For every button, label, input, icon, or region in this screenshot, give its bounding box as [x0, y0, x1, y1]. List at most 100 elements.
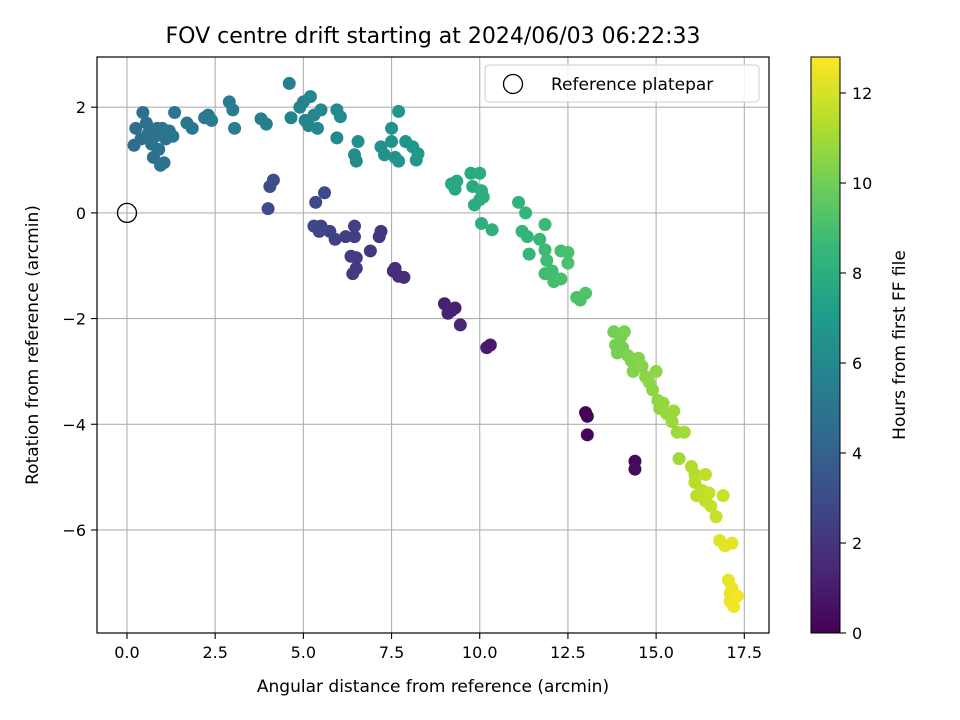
data-point [485, 223, 499, 237]
data-point [677, 425, 691, 439]
data-point [579, 286, 593, 300]
y-tick-label: 0 [76, 204, 86, 223]
data-point [284, 111, 298, 125]
y-tick-label: −4 [62, 415, 86, 434]
y-tick-label: −2 [62, 310, 86, 329]
data-point [561, 246, 575, 260]
data-point [348, 219, 362, 233]
data-point [397, 270, 411, 284]
data-point [476, 190, 490, 204]
x-tick-label: 10.0 [462, 643, 498, 662]
legend: Reference platepar [484, 64, 760, 103]
data-point [351, 135, 365, 149]
data-point [385, 121, 399, 135]
data-point [363, 244, 377, 258]
grid [97, 57, 769, 633]
data-point [667, 404, 681, 418]
data-point [561, 256, 575, 270]
data-point [310, 121, 324, 135]
data-point [385, 135, 399, 149]
data-point [166, 129, 180, 143]
x-tick-label: 0.0 [114, 643, 139, 662]
data-point [314, 103, 328, 117]
data-point [228, 121, 242, 135]
x-axis-label: Angular distance from reference (arcmin) [257, 677, 609, 697]
data-point [129, 121, 143, 135]
colorbar-tick-label: 12 [852, 84, 872, 103]
data-point [392, 154, 406, 168]
data-point [475, 216, 489, 230]
data-point [635, 359, 649, 373]
data-point [554, 272, 568, 286]
data-point [307, 219, 321, 233]
chart-title: FOV centre drift starting at 2024/06/03 … [166, 24, 701, 49]
data-point [649, 364, 663, 378]
data-point [349, 154, 363, 168]
legend-box [484, 64, 760, 103]
legend-label-reference: Reference platepar [551, 75, 713, 95]
data-point [139, 116, 153, 130]
data-point [538, 243, 552, 257]
data-points [116, 76, 744, 614]
y-axis: −6 −4 −2 0 2 [62, 98, 97, 540]
data-point [386, 264, 400, 278]
x-axis: 0.0 2.5 5.0 7.5 10.0 12.5 15.0 17.5 [114, 633, 762, 662]
data-point [522, 247, 536, 261]
colorbar: 0 2 4 6 8 10 12 Hours from first FF file [810, 56, 910, 643]
data-point [480, 341, 494, 355]
data-point [152, 142, 166, 156]
x-tick-label: 17.5 [726, 643, 762, 662]
colorbar-frame [810, 56, 841, 634]
data-point [709, 510, 723, 524]
data-point [545, 264, 559, 278]
data-point [656, 396, 670, 410]
legend-marker-reference [502, 73, 524, 95]
x-tick-label: 7.5 [379, 643, 404, 662]
x-tick-label: 15.0 [638, 643, 674, 662]
data-point [330, 131, 344, 145]
data-point [646, 383, 660, 397]
data-point [377, 148, 391, 162]
y-tick-label: −6 [62, 521, 86, 540]
data-point [445, 304, 459, 318]
data-point [699, 467, 713, 481]
data-point [725, 536, 739, 550]
data-point [520, 230, 534, 244]
data-point [136, 105, 150, 119]
data-point [519, 206, 533, 220]
colorbar-tick-label: 0 [852, 624, 862, 643]
x-tick-label: 2.5 [202, 643, 227, 662]
data-point [704, 499, 718, 513]
data-point [411, 147, 425, 161]
data-point [473, 166, 487, 180]
data-point [205, 113, 219, 127]
data-point [344, 249, 358, 263]
data-point [730, 589, 744, 603]
data-point [333, 110, 347, 124]
colorbar-tick-label: 4 [852, 444, 862, 463]
data-point [538, 218, 552, 232]
data-point [303, 90, 317, 104]
colorbar-tick-label: 6 [852, 354, 862, 373]
data-point [168, 105, 182, 119]
data-point [185, 121, 199, 135]
data-point [540, 253, 554, 267]
colorbar-gradient [811, 57, 840, 633]
data-point [348, 230, 362, 244]
x-tick-label: 12.5 [550, 643, 586, 662]
data-point [392, 104, 406, 118]
y-tick-label: 2 [76, 98, 86, 117]
x-tick-label: 5.0 [291, 643, 316, 662]
data-point [617, 325, 631, 339]
colorbar-tick-label: 2 [852, 534, 862, 553]
data-point [226, 103, 240, 117]
colorbar-ticks: 0 2 4 6 8 10 12 [840, 84, 872, 643]
data-point [702, 486, 716, 500]
data-point [665, 415, 679, 429]
data-point [453, 318, 467, 332]
data-point [259, 117, 273, 131]
data-point [580, 428, 594, 442]
data-point [450, 174, 464, 188]
data-point [346, 267, 360, 281]
data-point [318, 186, 332, 200]
